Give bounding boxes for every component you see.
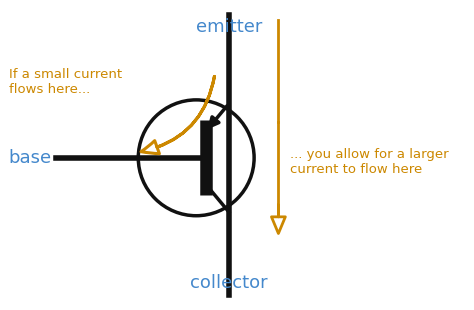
Text: ... you allow for a larger
current to flow here: ... you allow for a larger current to fl… [290,148,448,176]
Text: collector: collector [190,274,268,292]
Text: base: base [8,149,51,167]
Text: emitter: emitter [196,18,262,36]
Text: If a small current
flows here...: If a small current flows here... [9,68,122,96]
